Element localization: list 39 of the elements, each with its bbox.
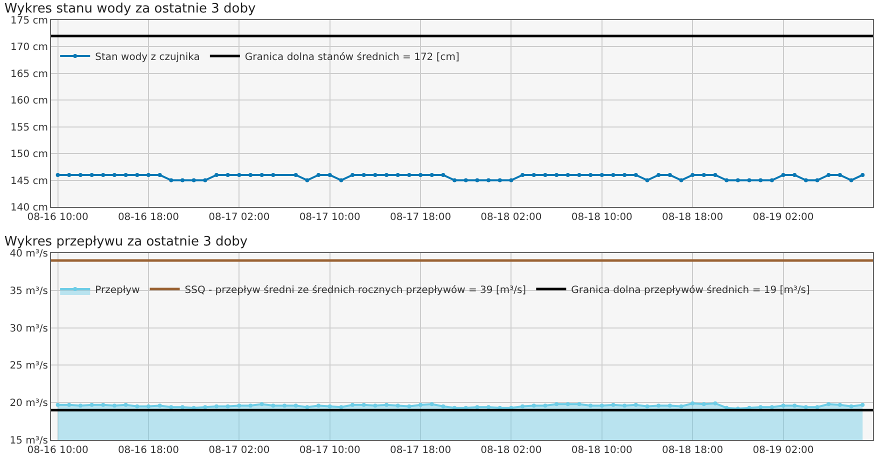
x-tick-label: 08-17 10:00 [299,445,360,456]
x-tick-label: 08-18 02:00 [480,445,542,456]
x-tick-label: 08-17 18:00 [390,445,452,456]
x-tick-label: 08-18 10:00 [571,212,632,223]
legend-label: Granica dolna przepływów średnich = 19 [m³/s] [571,284,810,296]
y-tick-label: 150 cm [10,149,48,160]
x-tick-label: 08-18 18:00 [662,212,724,223]
y-tick-label: 145 cm [10,176,48,187]
y-tick-label: 35 m³/s [10,286,48,297]
y-tick-label: 160 cm [10,96,48,107]
x-tick-label: 08-16 18:00 [118,445,180,456]
y-tick-label: 25 m³/s [10,360,48,372]
x-tick-label: 08-18 02:00 [480,212,542,223]
x-tick-label: 08-18 18:00 [662,445,724,456]
chart-title: Wykres przepływu za ostatnie 3 doby [4,234,248,250]
y-tick-label: 165 cm [10,68,48,80]
x-tick-label: 08-17 18:00 [390,212,452,223]
x-tick-label: 08-16 18:00 [118,212,180,223]
x-tick-label: 08-17 02:00 [208,445,270,456]
y-tick-label: 175 cm [10,16,48,26]
y-tick-label: 15 m³/s [10,436,48,446]
x-tick-label: 08-19 02:00 [752,445,814,456]
x-tick-label: 08-17 10:00 [299,212,360,223]
chart-title: Wykres stanu wody za ostatnie 3 doby [4,2,256,17]
legend-label: SSQ - przepływ średni ze średnich rocznych przepływów = 39 [m³/s] [184,284,526,296]
x-tick-label: 08-16 10:00 [27,445,88,456]
y-tick-label: 155 cm [10,122,48,134]
y-tick-label: 40 m³/s [10,248,48,260]
y-tick-label: 20 m³/s [10,398,48,410]
legend-label: Granica dolna stanów średnich = 172 [cm] [244,50,460,63]
y-tick-label: 170 cm [10,42,48,54]
x-tick-label: 08-17 02:00 [208,212,270,223]
legend-label: Stan wody z czujnika [95,52,200,63]
y-tick-label: 140 cm [10,202,48,214]
y-tick-label: 30 m³/s [10,323,48,334]
legend-label: Przepływ [95,284,140,296]
x-tick-label: 08-16 10:00 [27,212,88,223]
x-tick-label: 08-19 02:00 [752,212,814,223]
x-tick-label: 08-18 10:00 [571,445,632,456]
